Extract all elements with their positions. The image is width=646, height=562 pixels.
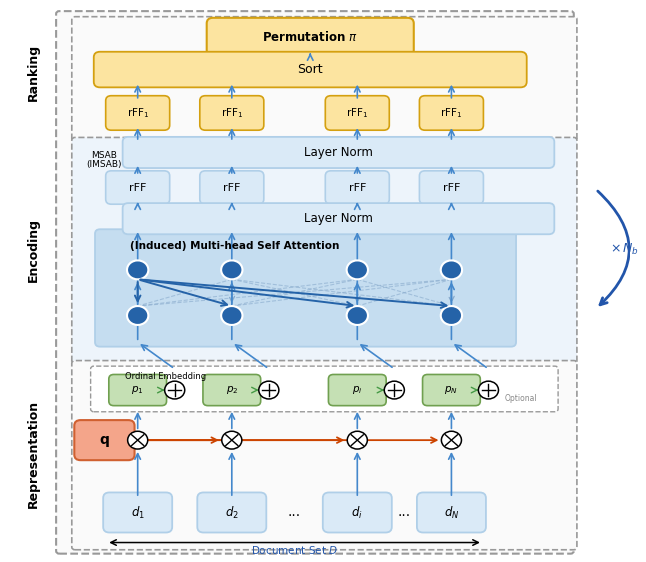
Circle shape <box>347 260 368 279</box>
FancyBboxPatch shape <box>72 361 577 550</box>
FancyBboxPatch shape <box>203 374 261 406</box>
FancyBboxPatch shape <box>328 374 386 406</box>
Text: $d_i$: $d_i$ <box>351 505 363 520</box>
Text: ...: ... <box>398 505 411 519</box>
FancyBboxPatch shape <box>422 374 480 406</box>
FancyBboxPatch shape <box>90 366 558 412</box>
Text: Permutation $\pi$: Permutation $\pi$ <box>262 30 358 44</box>
Circle shape <box>259 381 279 399</box>
FancyBboxPatch shape <box>109 374 167 406</box>
Text: $p_1$: $p_1$ <box>131 384 144 396</box>
FancyBboxPatch shape <box>95 229 516 347</box>
FancyBboxPatch shape <box>417 492 486 533</box>
Text: rFF: rFF <box>443 183 460 193</box>
Circle shape <box>221 260 242 279</box>
FancyBboxPatch shape <box>326 171 390 204</box>
FancyBboxPatch shape <box>200 171 264 204</box>
FancyArrowPatch shape <box>598 191 629 305</box>
FancyBboxPatch shape <box>419 171 483 204</box>
FancyBboxPatch shape <box>94 52 526 87</box>
Text: Layer Norm: Layer Norm <box>304 212 373 225</box>
Circle shape <box>441 431 461 449</box>
Circle shape <box>384 381 404 399</box>
Text: rFF$_1$: rFF$_1$ <box>127 106 149 120</box>
Text: $\times\,N_b$: $\times\,N_b$ <box>610 242 639 257</box>
Text: $p_2$: $p_2$ <box>225 384 238 396</box>
Circle shape <box>165 381 185 399</box>
Circle shape <box>479 381 499 399</box>
Text: $d_N$: $d_N$ <box>444 505 459 520</box>
Text: Representation: Representation <box>26 400 39 507</box>
FancyBboxPatch shape <box>56 11 574 554</box>
Text: Optional: Optional <box>505 394 537 403</box>
Circle shape <box>128 431 148 449</box>
Circle shape <box>441 306 462 325</box>
Text: (Induced) Multi-head Self Attention: (Induced) Multi-head Self Attention <box>130 241 340 251</box>
FancyBboxPatch shape <box>72 17 577 142</box>
Text: $p_N$: $p_N$ <box>444 384 459 396</box>
FancyBboxPatch shape <box>323 492 392 533</box>
Text: Sort: Sort <box>297 63 323 76</box>
Text: $d_2$: $d_2$ <box>225 505 239 520</box>
Circle shape <box>127 260 149 279</box>
Text: ...: ... <box>288 505 301 519</box>
FancyBboxPatch shape <box>123 137 554 168</box>
FancyBboxPatch shape <box>419 96 483 130</box>
FancyBboxPatch shape <box>197 492 266 533</box>
Text: Ranking: Ranking <box>26 44 39 101</box>
Text: rFF$_1$: rFF$_1$ <box>441 106 463 120</box>
Circle shape <box>222 431 242 449</box>
Text: rFF: rFF <box>223 183 240 193</box>
Text: (IMSAB): (IMSAB) <box>87 160 122 169</box>
Text: Ordinal Embedding: Ordinal Embedding <box>125 371 206 380</box>
FancyBboxPatch shape <box>106 171 170 204</box>
FancyBboxPatch shape <box>74 420 134 460</box>
Text: Document Set $D$: Document Set $D$ <box>251 545 338 556</box>
Text: rFF: rFF <box>129 183 147 193</box>
FancyBboxPatch shape <box>123 203 554 234</box>
Circle shape <box>221 306 242 325</box>
FancyBboxPatch shape <box>200 96 264 130</box>
Circle shape <box>441 260 462 279</box>
Text: MSAB: MSAB <box>92 151 118 160</box>
Text: rFF$_1$: rFF$_1$ <box>346 106 368 120</box>
FancyBboxPatch shape <box>326 96 390 130</box>
Text: Layer Norm: Layer Norm <box>304 146 373 159</box>
Circle shape <box>347 306 368 325</box>
FancyBboxPatch shape <box>106 96 170 130</box>
Text: Encoding: Encoding <box>26 219 39 282</box>
Text: $p_i$: $p_i$ <box>352 384 362 396</box>
Text: rFF$_1$: rFF$_1$ <box>221 106 243 120</box>
Circle shape <box>348 431 368 449</box>
Text: rFF: rFF <box>349 183 366 193</box>
FancyBboxPatch shape <box>207 18 414 56</box>
FancyBboxPatch shape <box>103 492 172 533</box>
FancyBboxPatch shape <box>72 138 577 365</box>
Text: q: q <box>99 433 109 447</box>
Circle shape <box>127 306 149 325</box>
Text: $d_1$: $d_1$ <box>130 505 145 520</box>
